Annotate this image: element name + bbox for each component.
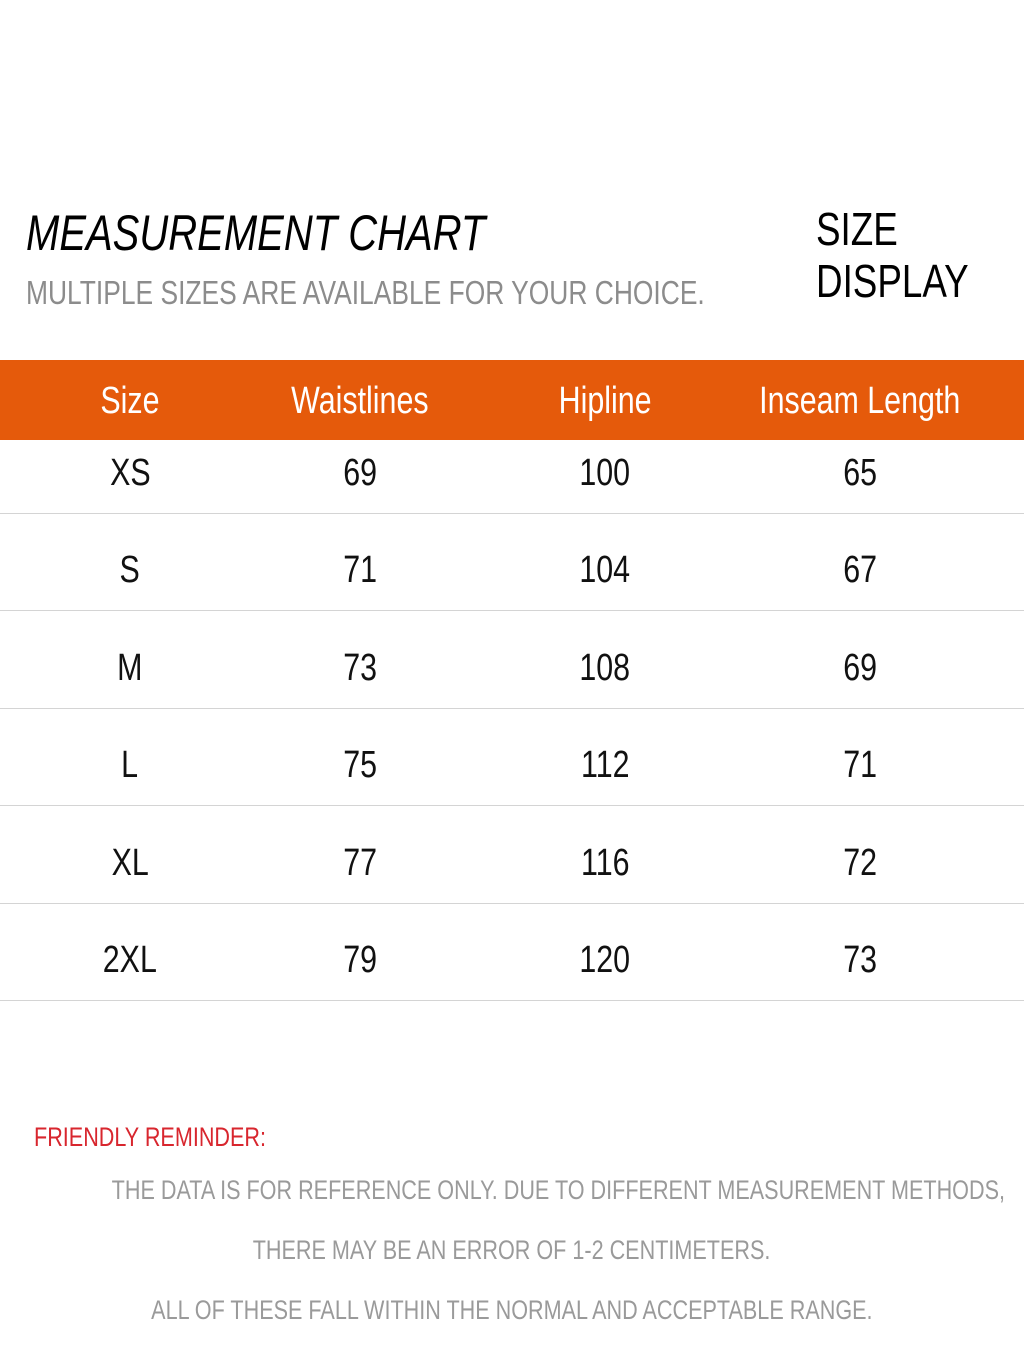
cell-text: 69: [843, 646, 877, 689]
cell-text: 73: [343, 646, 377, 689]
reminder-line: THERE MAY BE AN ERROR OF 1-2 CENTIMETERS…: [0, 1237, 1024, 1264]
cell: XL: [10, 844, 250, 882]
column-header: Inseam Length: [730, 382, 990, 420]
cell: 65: [740, 454, 980, 492]
cell-text: 67: [843, 549, 877, 592]
column-header: Hipline: [475, 382, 735, 420]
cell-text: XS: [109, 452, 151, 494]
cell: XS: [10, 454, 250, 492]
cell-text: 73: [843, 939, 877, 981]
cell: 2XL: [10, 941, 250, 979]
cell: 73: [740, 941, 980, 979]
cell-text: 104: [579, 549, 631, 592]
cell-text: XL: [111, 841, 149, 884]
cell-text: 79: [343, 939, 377, 981]
cell-text: 100: [579, 452, 631, 494]
cell: 67: [740, 551, 980, 589]
reminder-line: ALL OF THESE FALL WITHIN THE NORMAL AND …: [0, 1297, 1024, 1324]
cell-text: 72: [843, 841, 877, 884]
cell: 73: [240, 649, 480, 687]
cell: 69: [240, 454, 480, 492]
reminder-line: THE DATA IS FOR REFERENCE ONLY. DUE TO D…: [0, 1177, 1024, 1204]
cell-text: S: [119, 549, 141, 592]
column-header-text: Waistlines: [291, 380, 429, 422]
subtitle-text: MULTIPLE SIZES ARE AVAILABLE FOR YOUR CH…: [26, 274, 705, 311]
cell: 108: [485, 649, 725, 687]
cell: 75: [240, 746, 480, 784]
column-header-text: Hipline: [558, 380, 652, 422]
column-header: Size: [0, 382, 260, 420]
reminder-line-text: THERE MAY BE AN ERROR OF 1-2 CENTIMETERS…: [253, 1235, 771, 1265]
cell-text: 2XL: [102, 939, 158, 981]
row-divider: [0, 513, 1024, 514]
cell: 104: [485, 551, 725, 589]
subtitle: MULTIPLE SIZES ARE AVAILABLE FOR YOUR CH…: [26, 276, 874, 309]
cell-text: M: [117, 646, 143, 689]
cell: 72: [740, 844, 980, 882]
cell: S: [10, 551, 250, 589]
side-text: SIZE: [816, 203, 898, 255]
reminder-title: FRIENDLY REMINDER:: [34, 1124, 324, 1151]
cell-text: 69: [343, 452, 377, 494]
side-text: DISPLAY: [816, 255, 969, 307]
column-header: Waistlines: [230, 382, 490, 420]
cell: 69: [740, 649, 980, 687]
column-header-text: Inseam Length: [759, 380, 961, 422]
cell-text: 71: [843, 744, 877, 787]
row-divider: [0, 707, 1024, 709]
row-divider: [0, 805, 1024, 807]
cell: 120: [485, 941, 725, 979]
cell-text: 120: [579, 939, 631, 981]
side-label: DISPLAY: [816, 258, 1007, 304]
side-label: SIZE: [816, 206, 918, 252]
cell: 71: [240, 551, 480, 589]
cell-text: L: [121, 744, 139, 787]
title-text: MEASUREMENT CHART: [26, 205, 486, 261]
row-divider: [0, 1000, 1024, 1001]
header-bar: [0, 360, 1024, 440]
cell: M: [10, 649, 250, 687]
cell: 79: [240, 941, 480, 979]
row-divider: [0, 902, 1024, 904]
row-divider: [0, 610, 1024, 612]
reminder-title-text: FRIENDLY REMINDER:: [34, 1122, 267, 1152]
cell-text: 112: [580, 744, 630, 787]
cell: 116: [485, 844, 725, 882]
cell-text: 116: [580, 841, 630, 884]
cell-text: 65: [843, 452, 877, 494]
column-header-text: Size: [100, 380, 160, 422]
cell: 77: [240, 844, 480, 882]
cell-text: 108: [579, 646, 631, 689]
cell: 112: [485, 746, 725, 784]
reminder-line-text: ALL OF THESE FALL WITHIN THE NORMAL AND …: [151, 1295, 873, 1325]
cell-text: 71: [343, 549, 377, 592]
cell: L: [10, 746, 250, 784]
cell: 100: [485, 454, 725, 492]
title: MEASUREMENT CHART: [26, 208, 600, 258]
reminder-line-text: THE DATA IS FOR REFERENCE ONLY. DUE TO D…: [111, 1175, 1005, 1205]
cell-text: 77: [343, 841, 377, 884]
cell-text: 75: [343, 744, 377, 787]
cell: 71: [740, 746, 980, 784]
